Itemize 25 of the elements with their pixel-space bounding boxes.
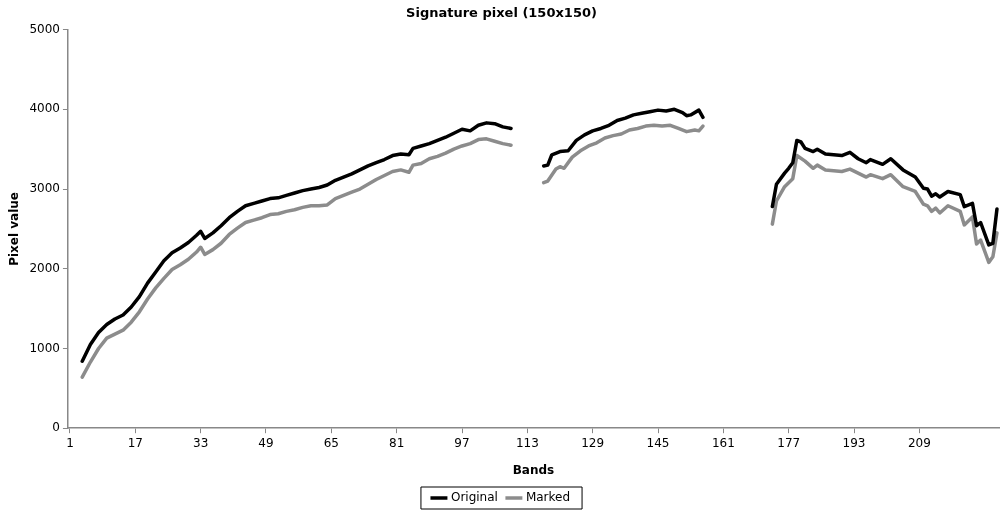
x-tick-label: 65 — [323, 435, 339, 450]
y-tick-label: 2000 — [29, 260, 60, 275]
x-tick-label: 177 — [777, 435, 801, 450]
x-tick-label: 193 — [842, 435, 866, 450]
y-tick-label: 5000 — [29, 21, 60, 36]
legend-label: Marked — [525, 490, 571, 505]
x-tick-label: 209 — [907, 435, 931, 450]
x-tick-label: 113 — [515, 435, 539, 450]
x-axis-title: Bands — [512, 462, 555, 477]
y-tick-label: 3000 — [29, 181, 60, 196]
y-tick-label: 0 — [52, 420, 60, 435]
x-tick-label: 97 — [454, 435, 470, 450]
x-tick-label: 17 — [127, 435, 143, 450]
y-tick-label: 4000 — [29, 101, 60, 116]
chart-title: Signature pixel (150x150) — [406, 5, 597, 21]
x-tick-label: 81 — [389, 435, 405, 450]
x-tick-label: 161 — [711, 435, 735, 450]
x-tick-label: 33 — [193, 435, 209, 450]
y-axis-title: Pixel value — [7, 192, 22, 266]
legend-label: Original — [450, 490, 498, 505]
x-tick-label: 1 — [66, 435, 74, 450]
x-tick-label: 129 — [581, 435, 605, 450]
x-tick-label: 145 — [646, 435, 670, 450]
y-tick-label: 1000 — [29, 340, 60, 355]
x-tick-label: 49 — [258, 435, 274, 450]
